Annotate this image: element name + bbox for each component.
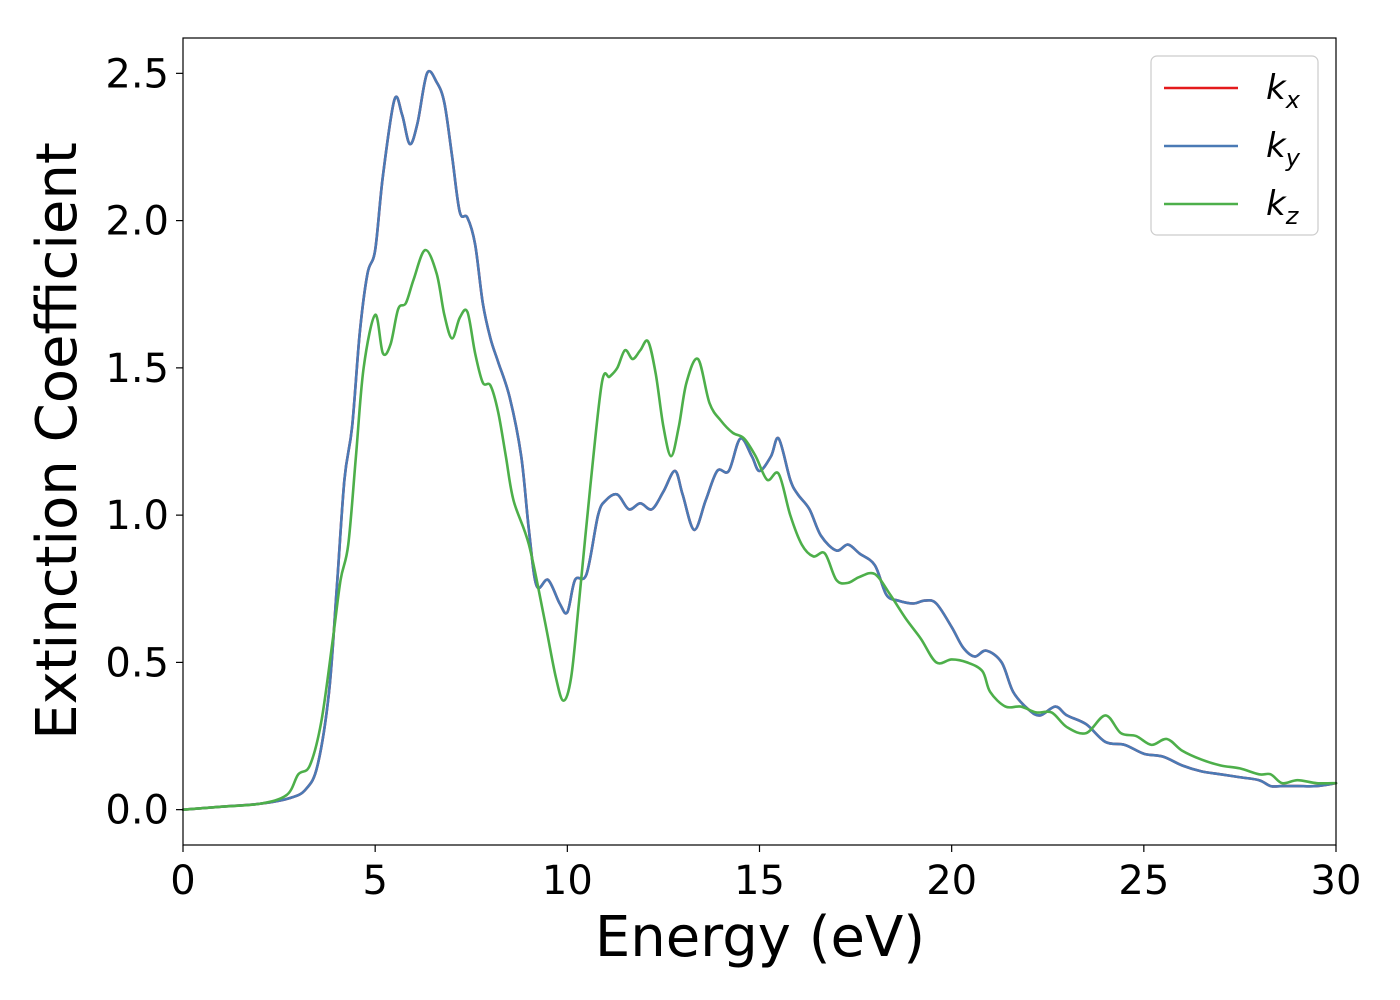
series-line-z bbox=[181, 248, 1338, 811]
x-tick-label: 20 bbox=[926, 858, 977, 904]
x-tick-label: 25 bbox=[1118, 858, 1169, 904]
legend-label-z: kz bbox=[1266, 184, 1300, 230]
x-tick-label: 0 bbox=[170, 858, 195, 904]
y-tick-label: 1.0 bbox=[105, 493, 169, 539]
legend-label-base: k bbox=[1266, 184, 1287, 224]
series-layer bbox=[181, 69, 1338, 811]
x-tick-label: 30 bbox=[1311, 858, 1362, 904]
legend-label-subscript: z bbox=[1285, 202, 1300, 230]
series-line-y bbox=[181, 69, 1338, 811]
x-tick-label: 10 bbox=[542, 858, 593, 904]
y-tick-label: 0.5 bbox=[105, 640, 169, 686]
y-tick-label: 2.5 bbox=[105, 51, 169, 97]
y-tick-label: 2.0 bbox=[105, 199, 169, 245]
x-axis-label: Energy (eV) bbox=[595, 905, 925, 970]
y-axis-ticks: 0.0 0.5 1.0 1.5 2.0 2.5 bbox=[105, 51, 183, 834]
legend-label-base: k bbox=[1266, 68, 1287, 108]
y-axis-label: Extinction Coefficient bbox=[25, 142, 90, 740]
legend-label-subscript: y bbox=[1285, 144, 1301, 172]
x-axis-ticks: 0 5 10 15 20 25 30 bbox=[170, 845, 1361, 904]
x-tick-label: 5 bbox=[362, 858, 387, 904]
legend-label-x: kx bbox=[1266, 68, 1301, 114]
legend-label-y: ky bbox=[1266, 126, 1301, 172]
plot-area bbox=[181, 37, 1338, 846]
legend-label-base: k bbox=[1266, 126, 1287, 166]
x-tick-label: 15 bbox=[734, 858, 785, 904]
y-tick-label: 0.0 bbox=[105, 788, 169, 834]
y-tick-label: 1.5 bbox=[105, 346, 169, 392]
legend-label-subscript: x bbox=[1285, 86, 1301, 114]
